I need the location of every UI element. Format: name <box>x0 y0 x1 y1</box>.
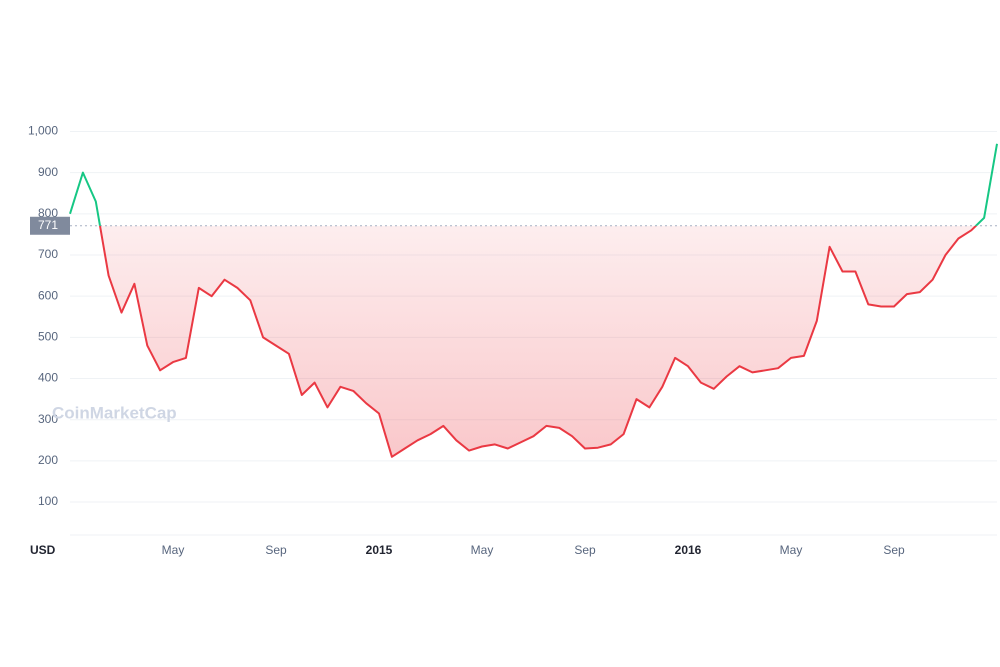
reference-label-box <box>30 216 70 235</box>
y-tick-label: 1,000 <box>28 124 58 138</box>
y-tick-label: 500 <box>38 330 58 344</box>
plot: 100 200 300 400 500 600 700 800 900 1,000 May Sep 20… <box>28 124 998 557</box>
x-tick-label: 2015 <box>366 543 393 557</box>
x-tick-label: May <box>471 543 494 557</box>
y-tick-label: 200 <box>38 453 58 467</box>
x-tick-label: May <box>162 543 185 557</box>
y-tick-label: 400 <box>38 371 58 385</box>
x-tick-label: Sep <box>574 543 596 557</box>
y-tick-label: 800 <box>38 206 58 220</box>
watermark: CoinMarketCap <box>52 403 177 422</box>
price-line-below <box>98 225 978 458</box>
y-tick-label: 100 <box>38 494 58 508</box>
reference-label: 771 <box>38 218 58 232</box>
y-tick-label: 300 <box>38 412 58 426</box>
y-tick-label: 700 <box>38 247 58 261</box>
x-tick-label: Sep <box>883 543 905 557</box>
x-tick-label: 2016 <box>675 543 702 557</box>
area-fill <box>70 225 997 457</box>
x-tick-label: Sep <box>265 543 287 557</box>
y-tick-label: 600 <box>38 288 58 302</box>
axis-unit: USD <box>30 543 56 557</box>
x-tick-label: May <box>780 543 803 557</box>
y-tick-label: 900 <box>38 165 58 179</box>
